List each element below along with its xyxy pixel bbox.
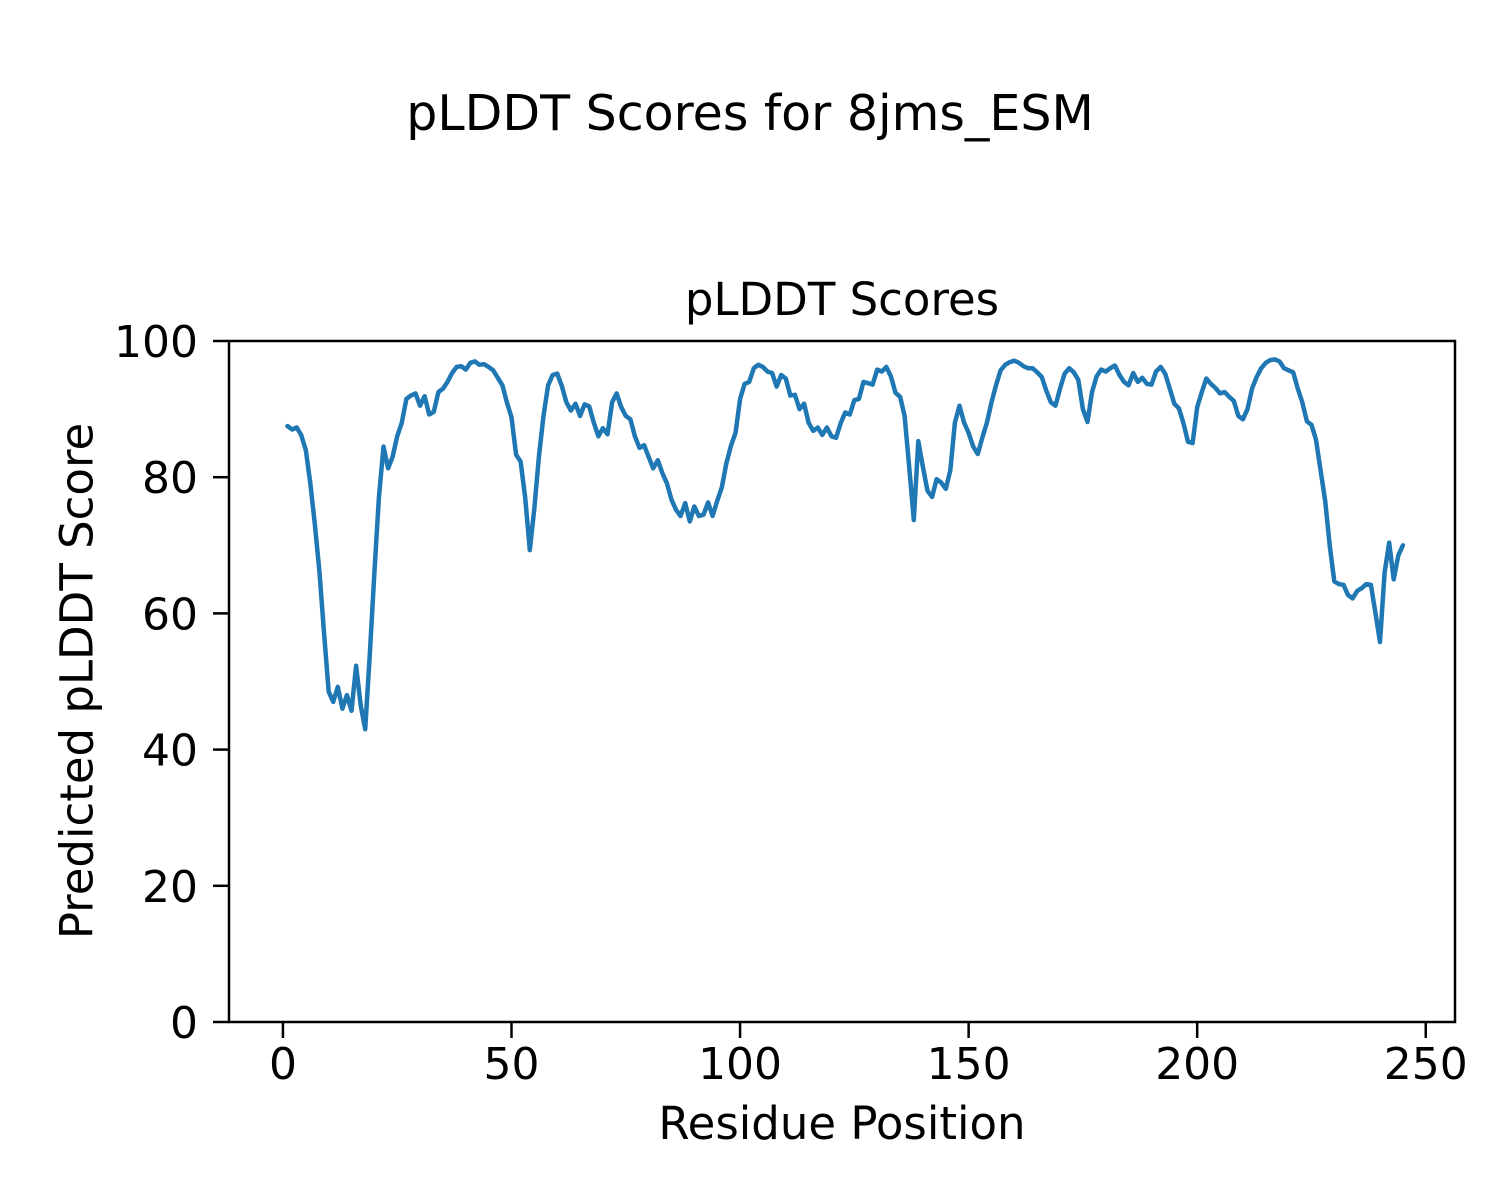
x-tick-label: 0 — [269, 1039, 297, 1090]
x-tick-label: 250 — [1384, 1039, 1468, 1090]
axes-title: pLDDT Scores — [684, 273, 1000, 326]
x-tick-label: 50 — [484, 1039, 540, 1090]
y-axis-label: Predicted pLDDT Score — [50, 422, 104, 940]
x-tick-label: 100 — [698, 1039, 782, 1090]
y-tick-label: 20 — [142, 862, 198, 913]
y-tick-label: 40 — [142, 726, 198, 777]
y-tick-label: 80 — [142, 453, 198, 504]
axes-spines — [227, 339, 1457, 1024]
y-tick-label: 100 — [114, 317, 198, 368]
plot-line — [285, 357, 1406, 732]
figure-suptitle: pLDDT Scores for 8jms_ESM — [406, 85, 1094, 142]
x-axis-label: Residue Position — [658, 1097, 1026, 1150]
y-tick-label: 60 — [142, 589, 198, 640]
y-tick-label: 0 — [170, 998, 198, 1049]
x-tick-label: 200 — [1155, 1039, 1239, 1090]
x-tick-label: 150 — [927, 1039, 1011, 1090]
